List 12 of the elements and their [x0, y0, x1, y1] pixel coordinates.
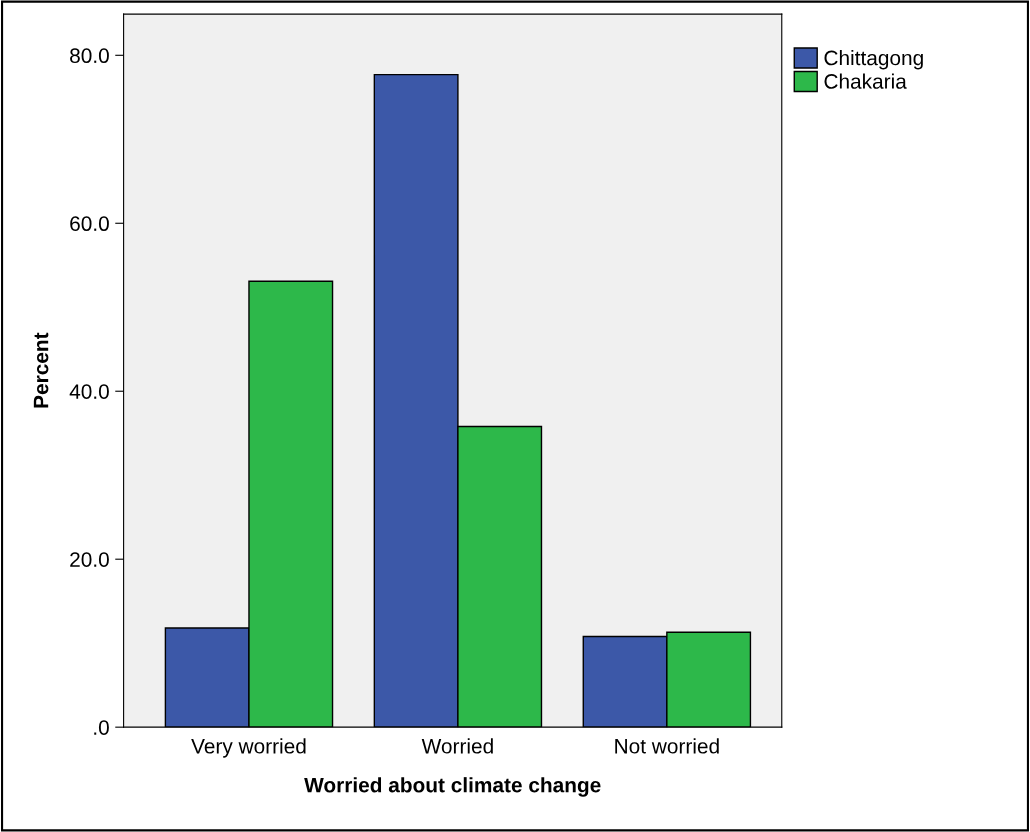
x-axis-title: Worried about climate change — [304, 777, 601, 797]
y-tick-label: 20.0 — [70, 552, 109, 567]
y-axis-title: Percent — [33, 332, 49, 408]
x-tick-label: Very worried — [191, 738, 306, 758]
x-tick-label: Not worried — [615, 738, 719, 754]
y-tick-label: 80.0 — [70, 48, 109, 64]
x-tick-label: Worried — [421, 738, 493, 754]
legend-label: Chakaria — [824, 73, 907, 89]
y-tick-label: 60.0 — [70, 216, 109, 232]
y-tick-label: .0 — [94, 720, 109, 735]
y-tick-label: 40.0 — [69, 384, 109, 399]
legend-label: Chittagong — [824, 50, 923, 70]
